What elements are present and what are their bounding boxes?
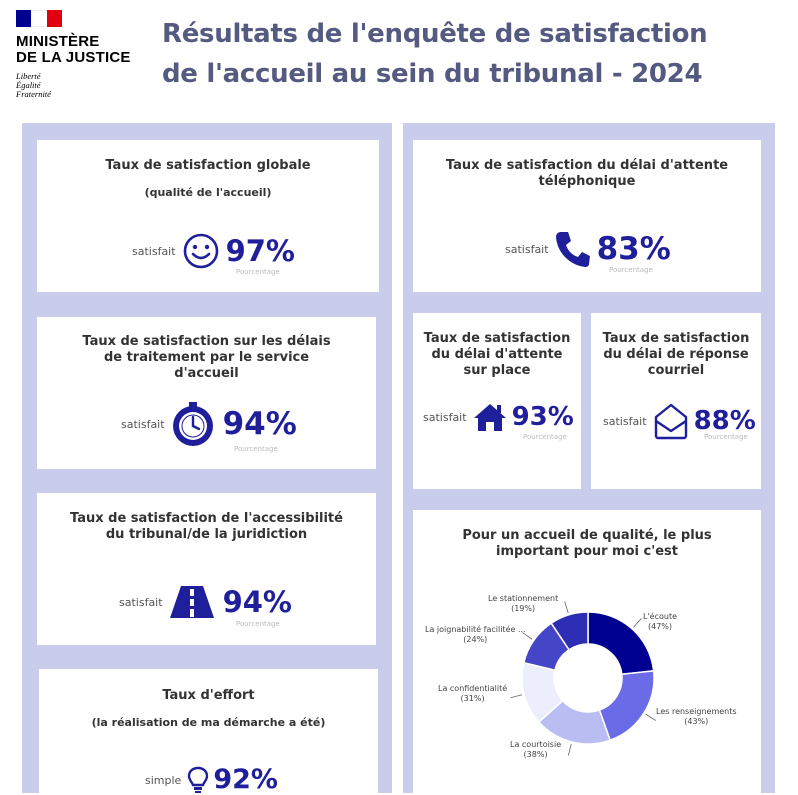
card-title: Taux de satisfaction globale [105, 158, 311, 173]
flag-blue [16, 10, 32, 27]
ministry-line-1: MINISTÈRE [16, 33, 100, 50]
pie-label-ecoute: L'écoute (47%) [643, 612, 677, 632]
envelope-icon [654, 403, 687, 440]
metric: satisfait 94% [121, 401, 297, 447]
metric-label: simple [145, 773, 182, 787]
metric-label: satisfait [121, 417, 165, 431]
card-subtitle: (qualité de l'accueil) [144, 186, 272, 199]
motto: Liberté Égalité Fraternité [16, 72, 146, 99]
flag-white [31, 10, 47, 27]
phone-icon [555, 232, 590, 267]
motto-fraternite: Fraternité [16, 89, 51, 99]
metric-value: 94% [222, 585, 292, 619]
metric-label: satisfait [603, 414, 647, 428]
metric-sublabel: Pourcentage [523, 433, 567, 441]
metric-value: 83% [596, 231, 671, 267]
card-telephone: Taux de satisfaction du délai d'attente … [413, 140, 761, 292]
metric-value: 97% [225, 234, 295, 268]
flag-icon [16, 10, 62, 27]
pie-label-value: (19%) [511, 604, 536, 613]
metric-sublabel: Pourcentage [236, 268, 280, 276]
donut-slice-5 [550, 611, 589, 651]
pie-label-value: (47%) [647, 622, 673, 631]
metric-label: satisfait [119, 595, 163, 609]
metric-label: satisfait [423, 410, 467, 424]
ministry-logo: MINISTÈRE DE LA JUSTICE Liberté Égalité … [16, 10, 146, 99]
donut-slice-1 [598, 670, 655, 742]
card-title: Taux de satisfaction de l'accessibilité … [70, 511, 343, 542]
card-accessibilite: Taux de satisfaction de l'accessibilité … [37, 493, 376, 645]
metric-sublabel: Pourcentage [236, 620, 280, 628]
card-effort: Taux d'effort (la réalisation de ma déma… [39, 669, 378, 795]
pie-label-stationnement: Le stationnement (19%) [488, 594, 558, 614]
metric: satisfait 93% [423, 402, 574, 432]
metric-value: 94% [222, 406, 297, 442]
donut-leader-3 [510, 694, 523, 699]
road-icon [169, 586, 214, 618]
stopwatch-icon [172, 402, 213, 446]
flag-red [46, 10, 62, 27]
page-title-line-1: Résultats de l'enquête de satisfaction [162, 19, 708, 49]
card-title: Taux de satisfaction sur les délais de t… [82, 334, 331, 381]
card-title: Taux de satisfaction du délai d'attente … [423, 331, 571, 378]
donut-leader-4 [522, 632, 533, 640]
donut-leader-0 [633, 618, 642, 628]
house-icon [473, 404, 506, 431]
pie-label-text: La courtoisie [510, 740, 562, 749]
pie-label-text: La joignabilité facilitée ... [425, 625, 526, 634]
metric-value: 88% [693, 406, 756, 436]
metric: satisfait 97% [132, 232, 295, 270]
metric-label: satisfait [132, 244, 176, 258]
pie-label-value: (24%) [463, 635, 488, 644]
card-courriel: Taux de satisfaction du délai de réponse… [591, 313, 761, 489]
metric-label: satisfait [505, 242, 549, 256]
metric-sublabel: Pourcentage [609, 266, 653, 274]
pie-label-joignabilite: La joignabilité facilitée ... (24%) [425, 625, 526, 645]
metric: satisfait 83% [505, 230, 671, 268]
pie-label-value: (38%) [523, 750, 548, 759]
metric-value: 92% [213, 764, 278, 795]
pie-label-confidentialite: La confidentialité (31%) [438, 684, 507, 704]
metric-value: 93% [511, 402, 574, 432]
donut-leader-5 [564, 601, 569, 614]
metric-sublabel: Pourcentage [234, 445, 278, 453]
motto-egalite: Égalité [16, 80, 41, 90]
card-title: Taux de satisfaction du délai d'attente … [445, 158, 729, 189]
donut-leader-2 [567, 743, 572, 756]
pie-label-renseignements: Les renseignements (43%) [656, 707, 737, 727]
pie-label-courtoisie: La courtoisie (38%) [510, 740, 561, 760]
card-title: Taux de satisfaction du délai de réponse… [602, 331, 750, 378]
card-sur-place: Taux de satisfaction du délai d'attente … [413, 313, 581, 489]
smiley-icon [183, 233, 218, 269]
card-global-satisfaction: Taux de satisfaction globale (qualité de… [37, 140, 379, 292]
metric: satisfait 94% [119, 585, 292, 619]
page-title-line-2: de l'accueil au sein du tribunal - 2024 [162, 59, 703, 89]
ministry-name: MINISTÈRE DE LA JUSTICE [16, 34, 146, 66]
metric: satisfait 88% [603, 402, 756, 440]
card-subtitle: (la réalisation de ma démarche a été) [91, 716, 326, 729]
card-title: Taux d'effort [162, 688, 255, 703]
chart-title: Pour un accueil de qualité, le plus impo… [462, 528, 712, 559]
donut-leader-1 [645, 713, 656, 721]
donut-chart [510, 601, 656, 756]
pie-label-value: (43%) [684, 717, 709, 726]
pie-label-value: (31%) [460, 694, 485, 703]
page-title: Résultats de l'enquête de satisfaction d… [162, 14, 708, 94]
card-delais-traitement: Taux de satisfaction sur les délais de t… [37, 317, 376, 469]
pie-label-text: Les renseignements [656, 707, 737, 716]
ministry-line-2: DE LA JUSTICE [16, 49, 131, 66]
pie-label-text: La confidentialité [438, 684, 508, 693]
motto-liberte: Liberté [16, 71, 41, 81]
metric: simple 92% [145, 765, 278, 795]
card-chart: Pour un accueil de qualité, le plus impo… [413, 510, 761, 793]
metric-sublabel: Pourcentage [704, 433, 748, 441]
lightbulb-icon [188, 766, 209, 793]
pie-label-text: Le stationnement [488, 594, 559, 603]
pie-label-text: L'écoute [643, 612, 677, 621]
